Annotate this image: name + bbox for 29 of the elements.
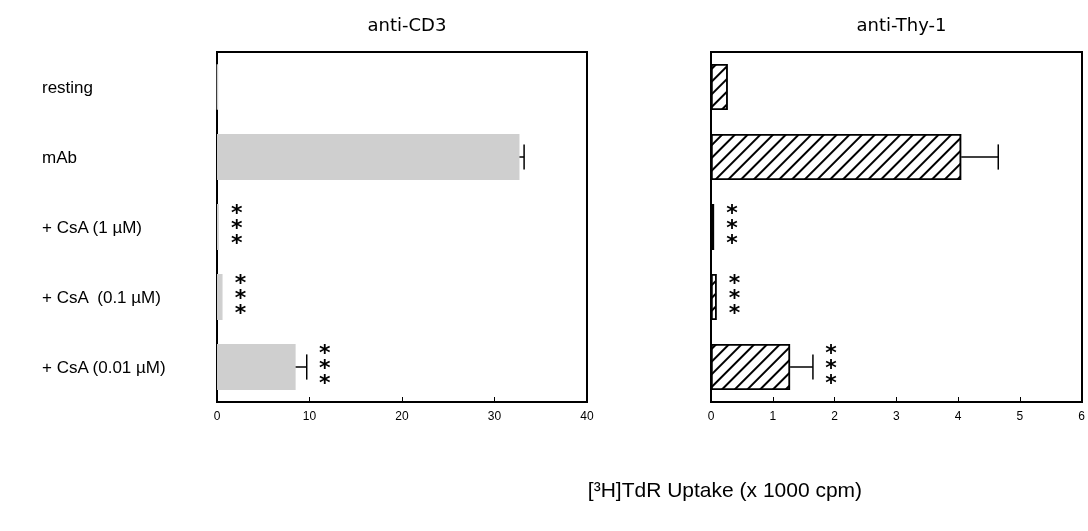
- x-tick-label: 3: [892, 409, 900, 423]
- x-tick-label: 5: [1016, 409, 1024, 423]
- annotation: ***: [726, 199, 739, 255]
- bar: [217, 273, 223, 321]
- bar: [217, 343, 296, 391]
- annotation: ***: [231, 199, 244, 255]
- x-tick-label: 0: [213, 409, 221, 423]
- bar: [217, 133, 520, 181]
- annotation: ***: [318, 339, 331, 395]
- y-tick-label: resting: [42, 77, 94, 97]
- y-tick-label: mAb: [42, 147, 77, 167]
- x-tick-label: 1: [769, 409, 777, 423]
- y-tick-label: + CsA (0.01 µM): [42, 357, 166, 377]
- x-tick-label: 6: [1078, 409, 1086, 423]
- annotation: ***: [234, 269, 247, 325]
- y-tick-label: + CsA (0.1 µM): [42, 287, 161, 307]
- annotation: ***: [728, 269, 741, 325]
- y-tick-label: + CsA (1 µM): [42, 217, 143, 237]
- x-axis-title: [³H]TdR Uptake (x 1000 cpm): [586, 478, 864, 502]
- x-tick-label: 0: [707, 409, 715, 423]
- x-tick-label: 10: [302, 409, 317, 423]
- chart-title: anti-CD3: [367, 13, 447, 35]
- annotation: ***: [825, 339, 838, 395]
- x-tick-label: 4: [954, 409, 962, 423]
- x-tick-label: 2: [831, 409, 839, 423]
- x-tick-label: 20: [395, 409, 409, 423]
- x-tick-label: 30: [487, 409, 502, 423]
- x-tick-label: 40: [580, 409, 594, 423]
- chart-title: anti-Thy-1: [856, 13, 947, 35]
